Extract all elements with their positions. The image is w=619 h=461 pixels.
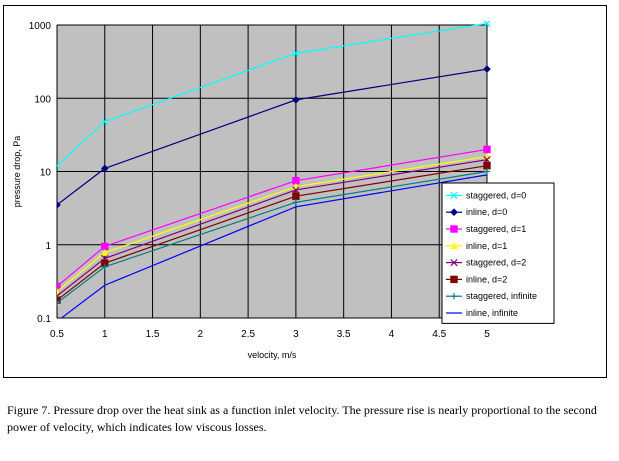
data-point [292, 49, 300, 57]
legend-marker [450, 191, 458, 200]
y-tick-label: 1000 [29, 21, 52, 32]
series-line [57, 165, 488, 301]
data-point [57, 287, 61, 295]
series-line [57, 148, 488, 287]
series-line [57, 159, 488, 297]
legend-item: inline, infinite [446, 308, 518, 318]
data-point [57, 201, 61, 209]
series-2 [57, 65, 491, 209]
x-axis-title: velocity, m/s [248, 350, 297, 360]
data-point [57, 282, 61, 291]
data-point [483, 156, 491, 164]
chart-svg: 0.5 1 1.5 2 2.5 3 3.5 4 4.5 5 0.1 1 10 100 1000 pressu… [12, 21, 555, 360]
x-tick-label: 5 [484, 329, 490, 340]
x-tick-label: 1.5 [146, 329, 160, 340]
data-point [292, 199, 300, 206]
legend-label: staggered, infinite [466, 291, 537, 301]
data-point [292, 176, 300, 185]
data-point [57, 162, 61, 170]
y-tick-label: 1 [45, 241, 51, 252]
data-point [483, 21, 491, 28]
legend-box [441, 182, 555, 324]
series-line [57, 155, 488, 292]
y-tick-label: 100 [34, 94, 51, 105]
plot-area: 0.5 1 1.5 2 2.5 3 3.5 4 4.5 5 0.1 1 10 100 1000 [29, 21, 491, 340]
legend-label: inline, d=0 [466, 207, 507, 217]
legend-marker [450, 293, 458, 300]
y-tick-label: 0.1 [37, 314, 51, 325]
data-point [483, 65, 491, 73]
series-7 [57, 168, 491, 307]
legend-label: inline, d=2 [466, 274, 507, 284]
legend-label: staggered, d=2 [466, 258, 526, 268]
data-point [292, 96, 300, 104]
series-line [57, 170, 488, 304]
data-point [101, 248, 109, 256]
x-tick-label: 0.5 [50, 329, 64, 340]
legend-label: staggered, d=0 [466, 190, 526, 200]
x-tick-label: 4 [389, 329, 395, 340]
data-point [101, 263, 108, 270]
y-axis-title: pressure drop, Pa [12, 136, 22, 208]
data-point [57, 299, 61, 307]
legend-marker [450, 275, 458, 284]
legend-item: inline, d=2 [446, 274, 507, 284]
series-line [60, 174, 488, 318]
data-point [100, 164, 109, 173]
legend-item: staggered, d=2 [446, 258, 526, 268]
legend-item: staggered, d=0 [446, 190, 526, 200]
data-point [101, 117, 109, 126]
legend-marker [450, 258, 458, 267]
series-8 [60, 174, 488, 318]
data-point [292, 186, 300, 194]
legend: staggered, d=0 inline, d=0 staggered, d=1 i… [441, 182, 555, 324]
x-tick-label: 2.5 [241, 329, 255, 340]
legend-label: inline, infinite [466, 308, 518, 318]
legend-marker [450, 225, 458, 233]
legend-item: staggered, infinite [446, 291, 537, 301]
series-line [57, 68, 488, 206]
y-tick-label: 10 [40, 168, 52, 179]
legend-marker [450, 208, 458, 216]
data-point [483, 161, 491, 170]
data-point [483, 145, 491, 154]
x-tick-label: 1 [102, 329, 108, 340]
x-tick-label: 3.5 [337, 329, 351, 340]
series-3 [57, 145, 491, 291]
legend-marker [450, 242, 458, 249]
x-tick-label: 2 [198, 329, 204, 340]
data-point [483, 168, 491, 175]
data-point [292, 192, 300, 200]
series-line [57, 22, 488, 167]
x-tick-label: 4.5 [432, 329, 446, 340]
x-tick-label: 3 [293, 329, 299, 340]
figure-caption: Figure 7. Pressure drop over the heat si… [7, 403, 597, 434]
series-1 [57, 21, 491, 170]
legend-label: inline, d=1 [466, 241, 507, 251]
legend-item: staggered, d=1 [446, 224, 526, 234]
legend-item: inline, d=0 [446, 207, 507, 217]
legend-item: inline, d=1 [446, 241, 507, 251]
legend-label: staggered, d=1 [466, 224, 526, 234]
data-point [101, 242, 109, 251]
